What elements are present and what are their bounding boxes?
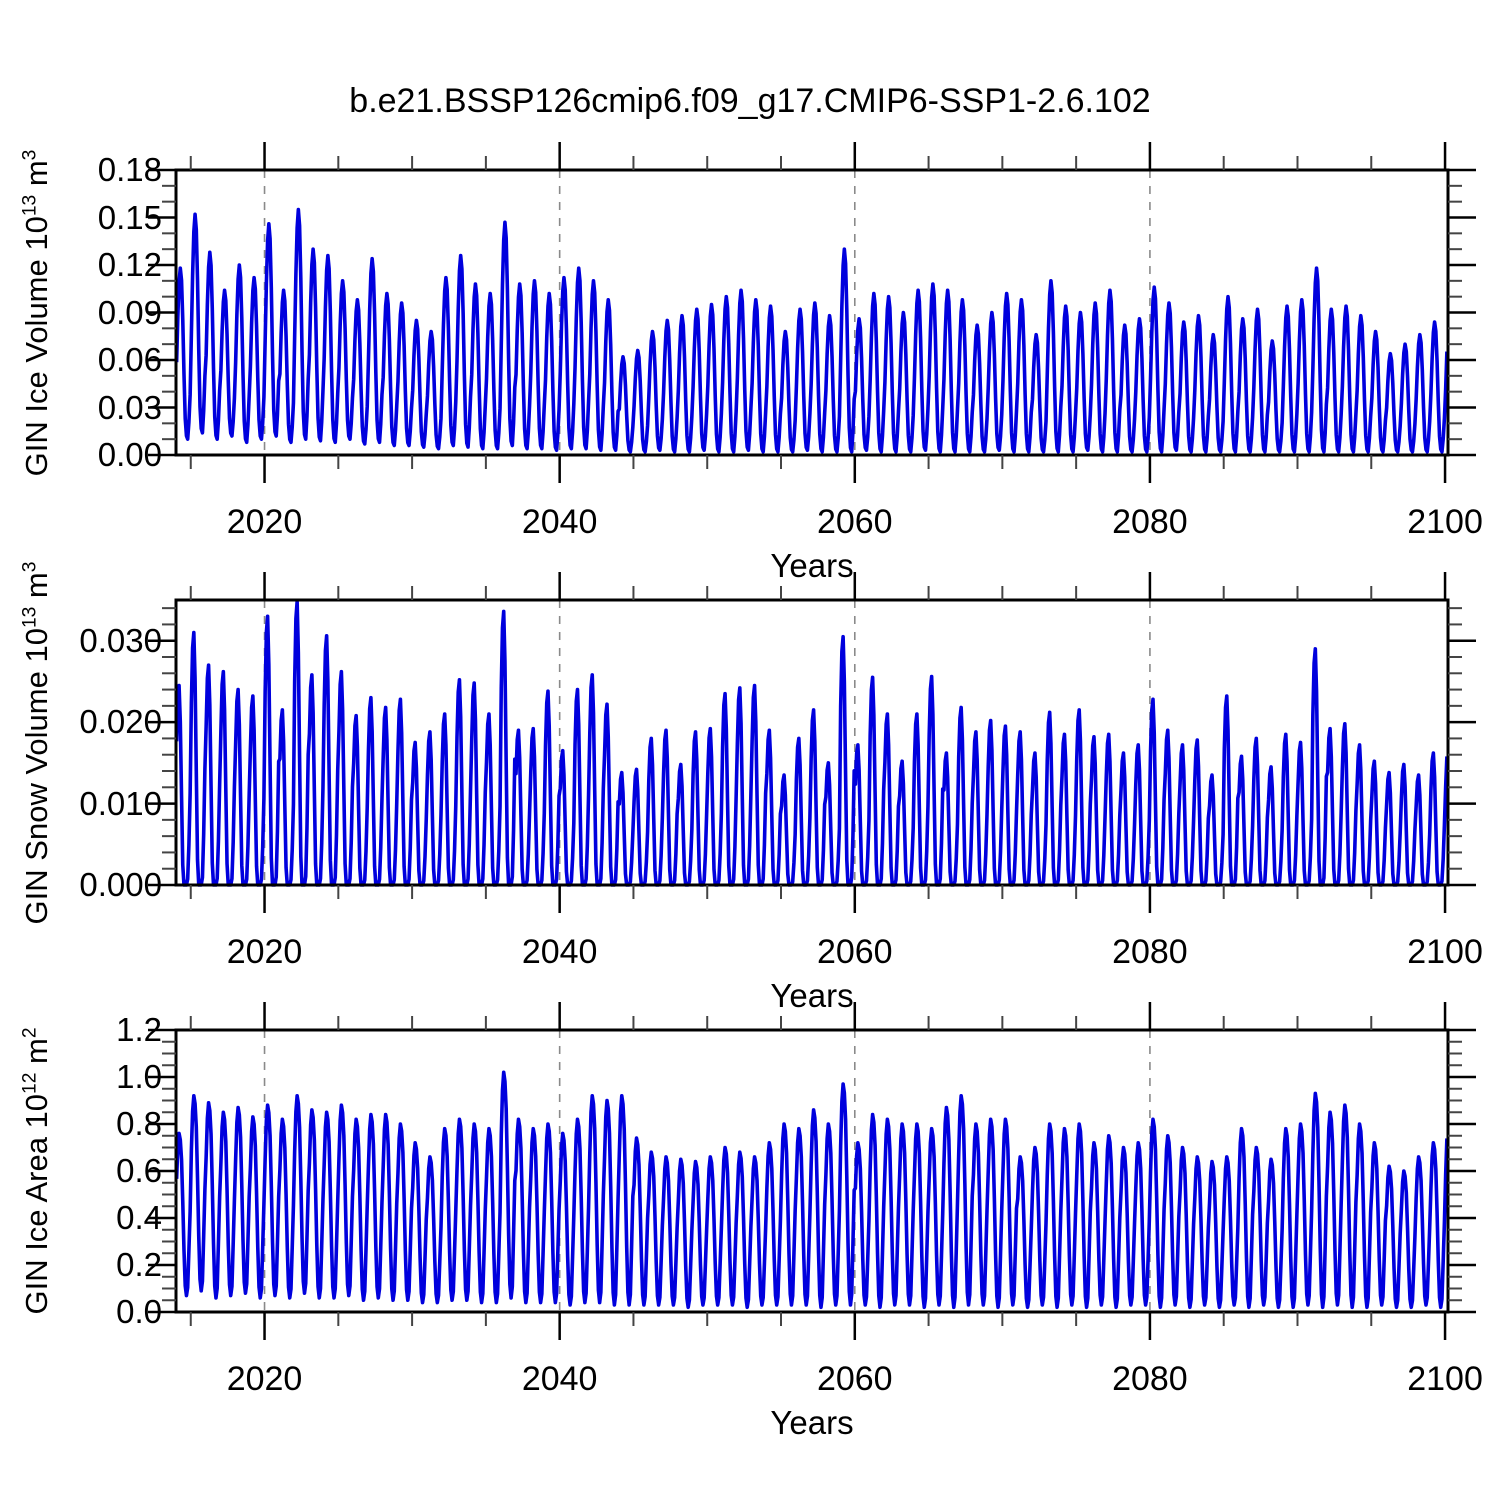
x-tick-label-snow-volume: 2020 bbox=[226, 933, 303, 971]
y-tick-label-ice-volume: 0.06 bbox=[97, 341, 162, 378]
x-tick-label-ice-volume: 2100 bbox=[1407, 503, 1483, 541]
y-tick-label-ice-volume: 0.00 bbox=[97, 436, 162, 473]
x-tick-label-ice-area: 2060 bbox=[816, 1360, 893, 1398]
y-axis-label-snow-volume: GIN Snow Volume 1013 m3 bbox=[19, 561, 54, 924]
series-line-snow-volume bbox=[174, 599, 1449, 887]
y-tick-label-ice-volume: 0.09 bbox=[97, 293, 162, 331]
y-axis-label-ice-volume: GIN Ice Volume 1013 m3 bbox=[19, 149, 54, 476]
y-axis-label-ice-area: GIN Ice Area 1012 m2 bbox=[19, 1027, 54, 1315]
x-tick-label-snow-volume: 2100 bbox=[1407, 933, 1483, 971]
x-axis-label-ice-volume: Years bbox=[770, 547, 854, 584]
series-line-ice-volume bbox=[174, 207, 1449, 454]
x-tick-label-ice-volume: 2060 bbox=[816, 503, 893, 541]
y-tick-label-snow-volume: 0.020 bbox=[79, 703, 162, 741]
x-tick-label-ice-area: 2040 bbox=[521, 1360, 598, 1398]
x-tick-label-ice-area: 2080 bbox=[1112, 1360, 1188, 1398]
y-tick-label-ice-area: 0.4 bbox=[116, 1199, 162, 1236]
x-tick-label-ice-area: 2020 bbox=[226, 1360, 303, 1398]
x-axis-label-snow-volume: Years bbox=[770, 977, 854, 1014]
y-tick-label-ice-area: 0.8 bbox=[116, 1105, 162, 1142]
y-tick-label-ice-area: 0.2 bbox=[116, 1246, 162, 1283]
x-tick-label-ice-volume: 2040 bbox=[521, 503, 598, 541]
y-tick-label-snow-volume: 0.010 bbox=[79, 784, 162, 822]
y-tick-label-snow-volume: 0.030 bbox=[79, 621, 162, 659]
series-line-ice-area bbox=[174, 1070, 1449, 1310]
plot-title: b.e21.BSSP126cmip6.f09_g17.CMIP6-SSP1-2.… bbox=[349, 82, 1151, 120]
y-tick-label-snow-volume: 0.000 bbox=[79, 866, 162, 903]
y-tick-label-ice-area: 1.0 bbox=[116, 1058, 162, 1095]
y-tick-label-ice-area: 1.2 bbox=[116, 1011, 162, 1048]
y-tick-label-ice-area: 0.0 bbox=[116, 1293, 162, 1330]
x-tick-label-ice-volume: 2020 bbox=[226, 503, 303, 541]
y-tick-label-ice-volume: 0.03 bbox=[97, 388, 162, 426]
x-tick-label-ice-area: 2100 bbox=[1407, 1360, 1483, 1398]
y-tick-label-ice-volume: 0.12 bbox=[97, 246, 162, 283]
y-tick-label-ice-volume: 0.18 bbox=[97, 151, 162, 188]
y-tick-label-ice-volume: 0.15 bbox=[97, 198, 162, 236]
x-tick-label-snow-volume: 2080 bbox=[1112, 933, 1188, 971]
x-axis-label-ice-area: Years bbox=[770, 1404, 854, 1441]
plot-frame-snow-volume bbox=[174, 598, 1450, 887]
y-tick-label-ice-area: 0.6 bbox=[116, 1152, 162, 1189]
x-tick-label-snow-volume: 2040 bbox=[521, 933, 598, 971]
x-tick-label-snow-volume: 2060 bbox=[816, 933, 893, 971]
x-tick-label-ice-volume: 2080 bbox=[1112, 503, 1188, 541]
